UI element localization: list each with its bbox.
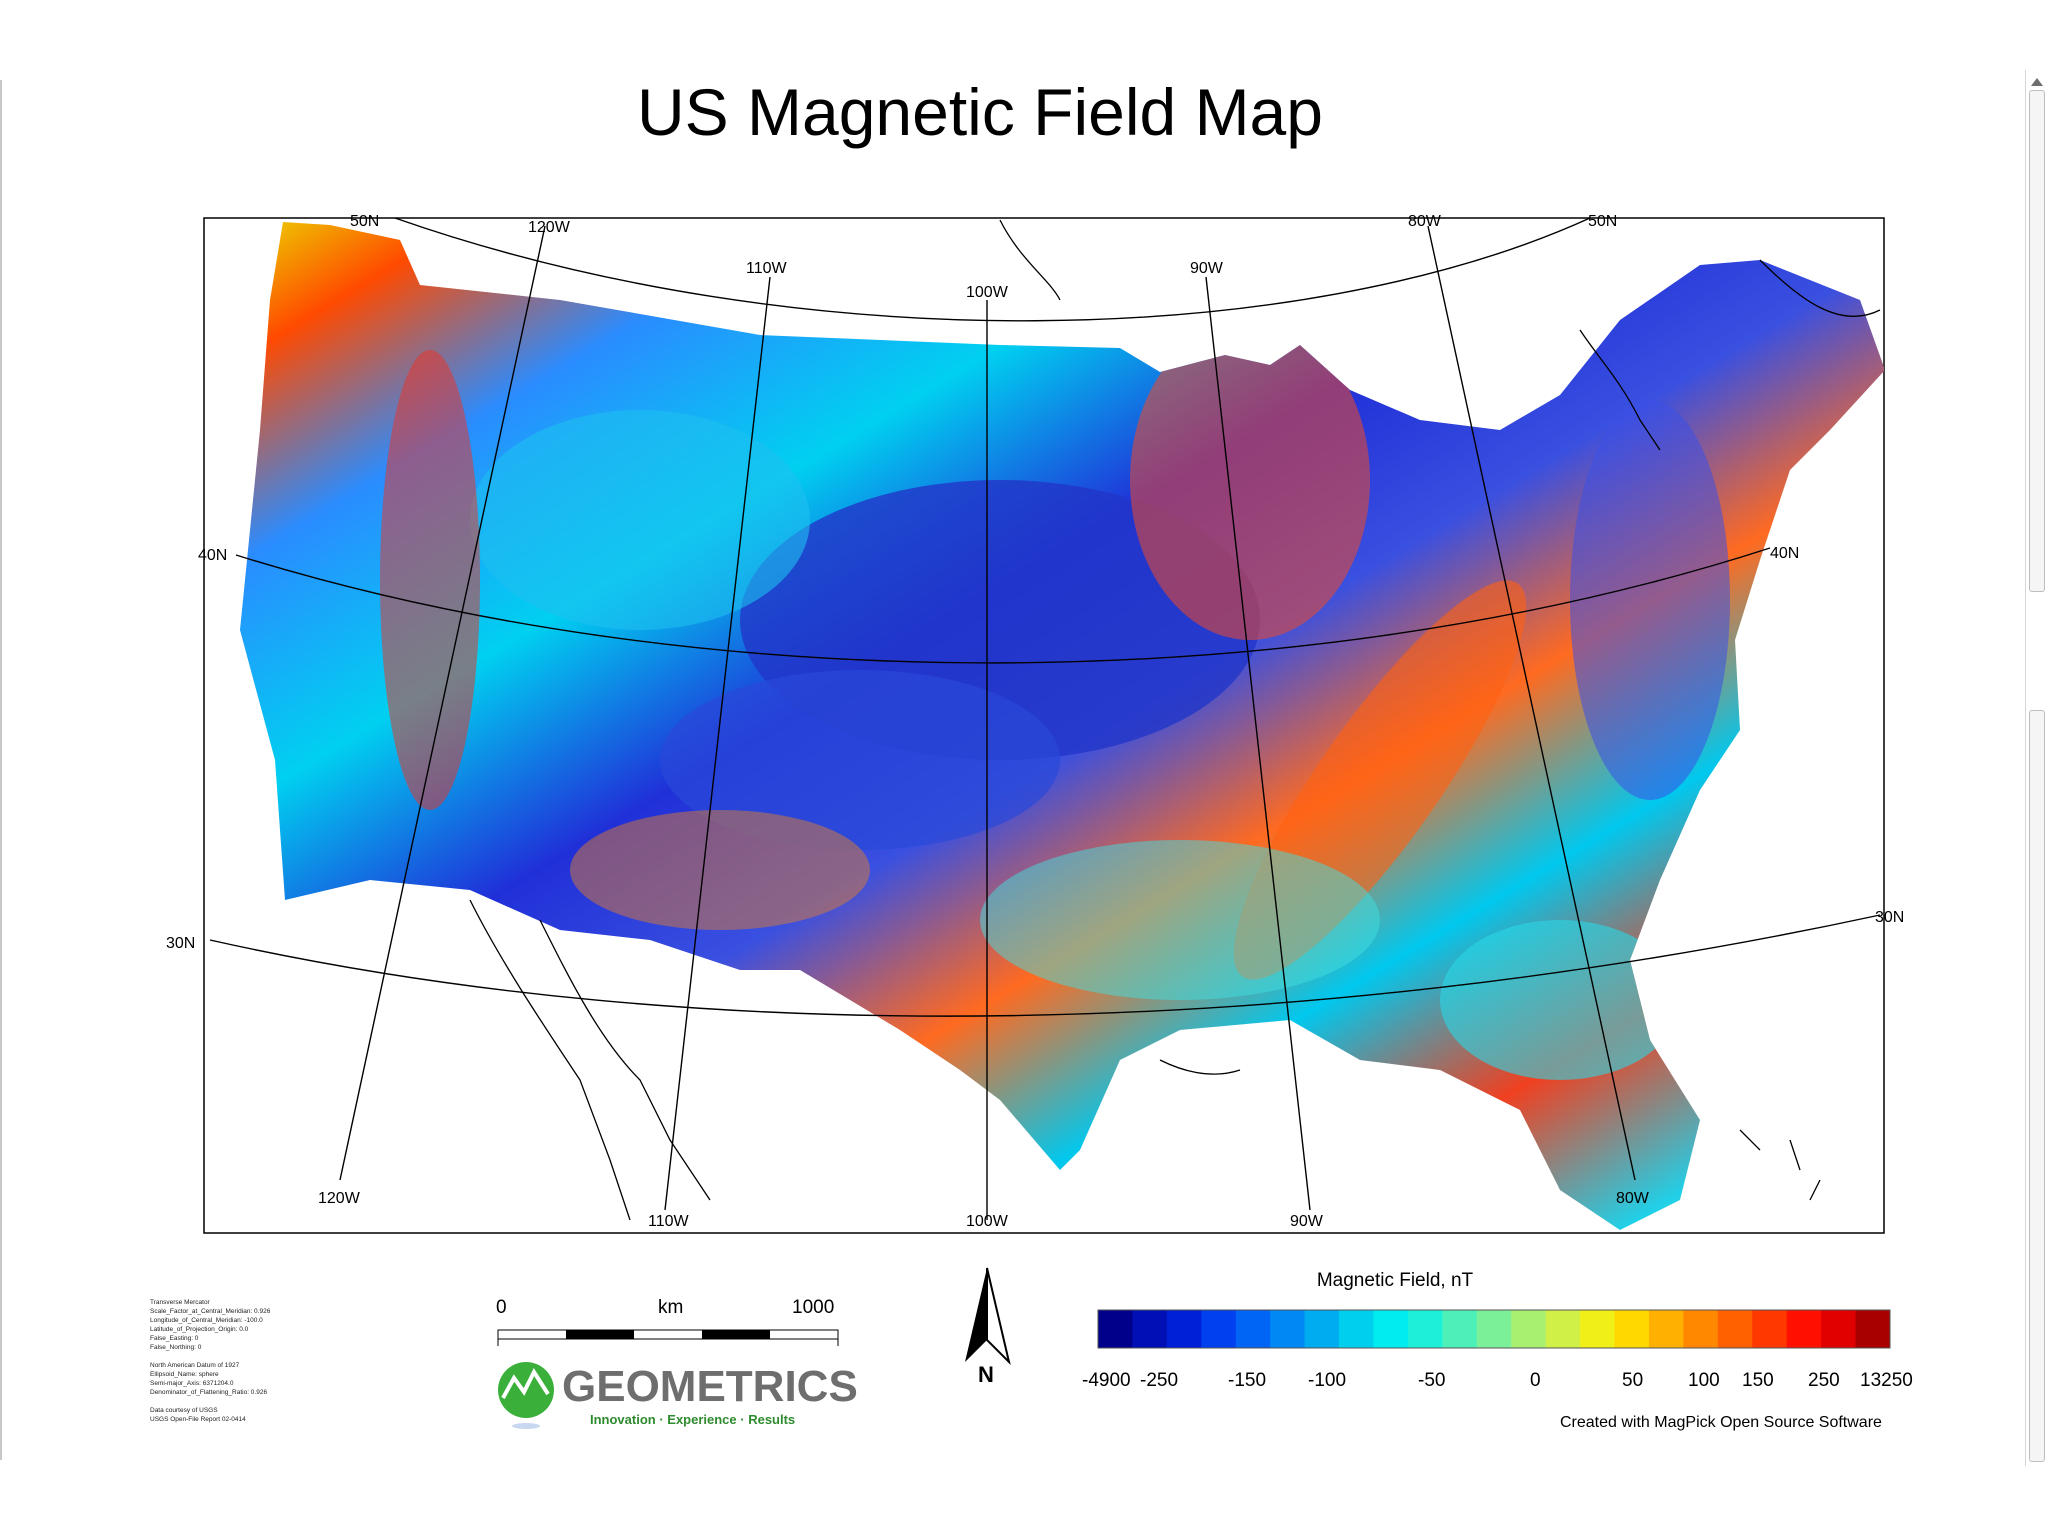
colorbar-swatch — [1821, 1310, 1857, 1348]
logo-tagline: Innovation · Experience · Results — [590, 1412, 796, 1427]
legend-tick-label: -150 — [1228, 1370, 1267, 1391]
colorbar-swatch — [1166, 1310, 1202, 1348]
scale-end: 1000 — [792, 1297, 835, 1318]
north-arrow-label: N — [978, 1362, 994, 1387]
colorbar-swatch — [1373, 1310, 1409, 1348]
legend-tick-label: 13250 — [1860, 1370, 1913, 1391]
scrollbar-thumb[interactable] — [2029, 90, 2045, 592]
colorbar-swatch — [1270, 1310, 1306, 1348]
label-bottom-80w: 80W — [1616, 1190, 1650, 1207]
north-arrow-icon: N — [965, 1267, 1011, 1387]
legend-tick-label: 250 — [1808, 1370, 1840, 1391]
legend-tick-label: 100 — [1688, 1370, 1720, 1391]
colorbar-swatch — [1442, 1310, 1478, 1348]
label-top-50n: 50N — [350, 213, 379, 230]
colorbar-swatch — [1786, 1310, 1822, 1348]
colorbar-frame — [1097, 1309, 1891, 1349]
legend-tick-label: -250 — [1140, 1370, 1179, 1391]
magnetic-field-layer — [240, 222, 1884, 1230]
legend-tick-label: 150 — [1742, 1370, 1774, 1391]
vertical-scrollbar[interactable] — [2025, 70, 2048, 1466]
colorbar-swatch — [1476, 1310, 1512, 1348]
legend-tick-label: 50 — [1622, 1370, 1644, 1391]
scale-start: 0 — [496, 1297, 507, 1318]
label-top-120w: 120W — [528, 219, 571, 236]
label-top-110w: 110W — [746, 260, 788, 277]
legend-title: Magnetic Field, nT — [1316, 1270, 1474, 1291]
colorbar-swatch — [1407, 1310, 1443, 1348]
colorbar-swatch — [1580, 1310, 1616, 1348]
legend-tick-label: 0 — [1530, 1370, 1541, 1391]
graticule-lines — [209, 217, 1881, 1220]
label-bottom-120w: 120W — [318, 1190, 361, 1207]
colorbar-swatch — [1614, 1310, 1650, 1348]
software-credit: Created with MagPick Open Source Softwar… — [1560, 1414, 1882, 1431]
colorbar-swatch — [1855, 1310, 1891, 1348]
scale-unit: km — [658, 1297, 684, 1318]
scale-bar — [497, 1329, 839, 1346]
label-bottom-110w: 110W — [648, 1213, 690, 1230]
colorbar-swatch — [1717, 1310, 1753, 1348]
logo-wordmark: GEOMETRICS — [562, 1362, 858, 1411]
label-bottom-90w: 90W — [1290, 1213, 1324, 1230]
legend-colorbar — [1097, 1309, 1891, 1349]
coastlines — [469, 219, 1881, 1221]
scroll-up-arrow-icon[interactable] — [2031, 78, 2043, 86]
label-bottom-100w: 100W — [966, 1213, 1009, 1230]
page-title: US Magnetic Field Map — [637, 75, 1323, 149]
geometrics-logo-icon — [498, 1362, 554, 1429]
legend-tick-label: -50 — [1418, 1370, 1446, 1391]
legend-tick-label: -4900 — [1082, 1370, 1131, 1391]
projection-notes: Transverse Mercator Scale_Factor_at_Cent… — [150, 1299, 271, 1423]
colorbar-swatch — [1683, 1310, 1719, 1348]
colorbar-swatch — [1648, 1310, 1684, 1348]
label-left-40n: 40N — [198, 547, 227, 564]
label-top-50n-right: 50N — [1588, 213, 1617, 230]
window-left-edge — [0, 80, 2, 1460]
colorbar-swatch — [1752, 1310, 1788, 1348]
label-left-30n: 30N — [166, 935, 195, 952]
label-right-30n: 30N — [1875, 909, 1904, 926]
scrollbar-thumb-lower[interactable] — [2029, 710, 2045, 1462]
label-top-80w: 80W — [1408, 213, 1442, 230]
colorbar-swatch — [1132, 1310, 1168, 1348]
legend-tick-label: -100 — [1308, 1370, 1347, 1391]
colorbar-swatch — [1545, 1310, 1581, 1348]
colorbar-swatch — [1235, 1310, 1271, 1348]
label-top-100w: 100W — [966, 284, 1009, 301]
graticule-labels: 50N 120W 110W 100W 90W 80W 50N 40N 30N 4… — [166, 213, 1904, 1230]
colorbar-swatch — [1339, 1310, 1374, 1348]
colorbar-swatch — [1098, 1310, 1133, 1348]
colorbar-swatch — [1304, 1310, 1340, 1348]
label-top-90w: 90W — [1190, 260, 1224, 277]
colorbar-swatch — [1511, 1310, 1547, 1348]
colorbar-swatch — [1201, 1310, 1237, 1348]
label-right-40n: 40N — [1770, 545, 1799, 562]
